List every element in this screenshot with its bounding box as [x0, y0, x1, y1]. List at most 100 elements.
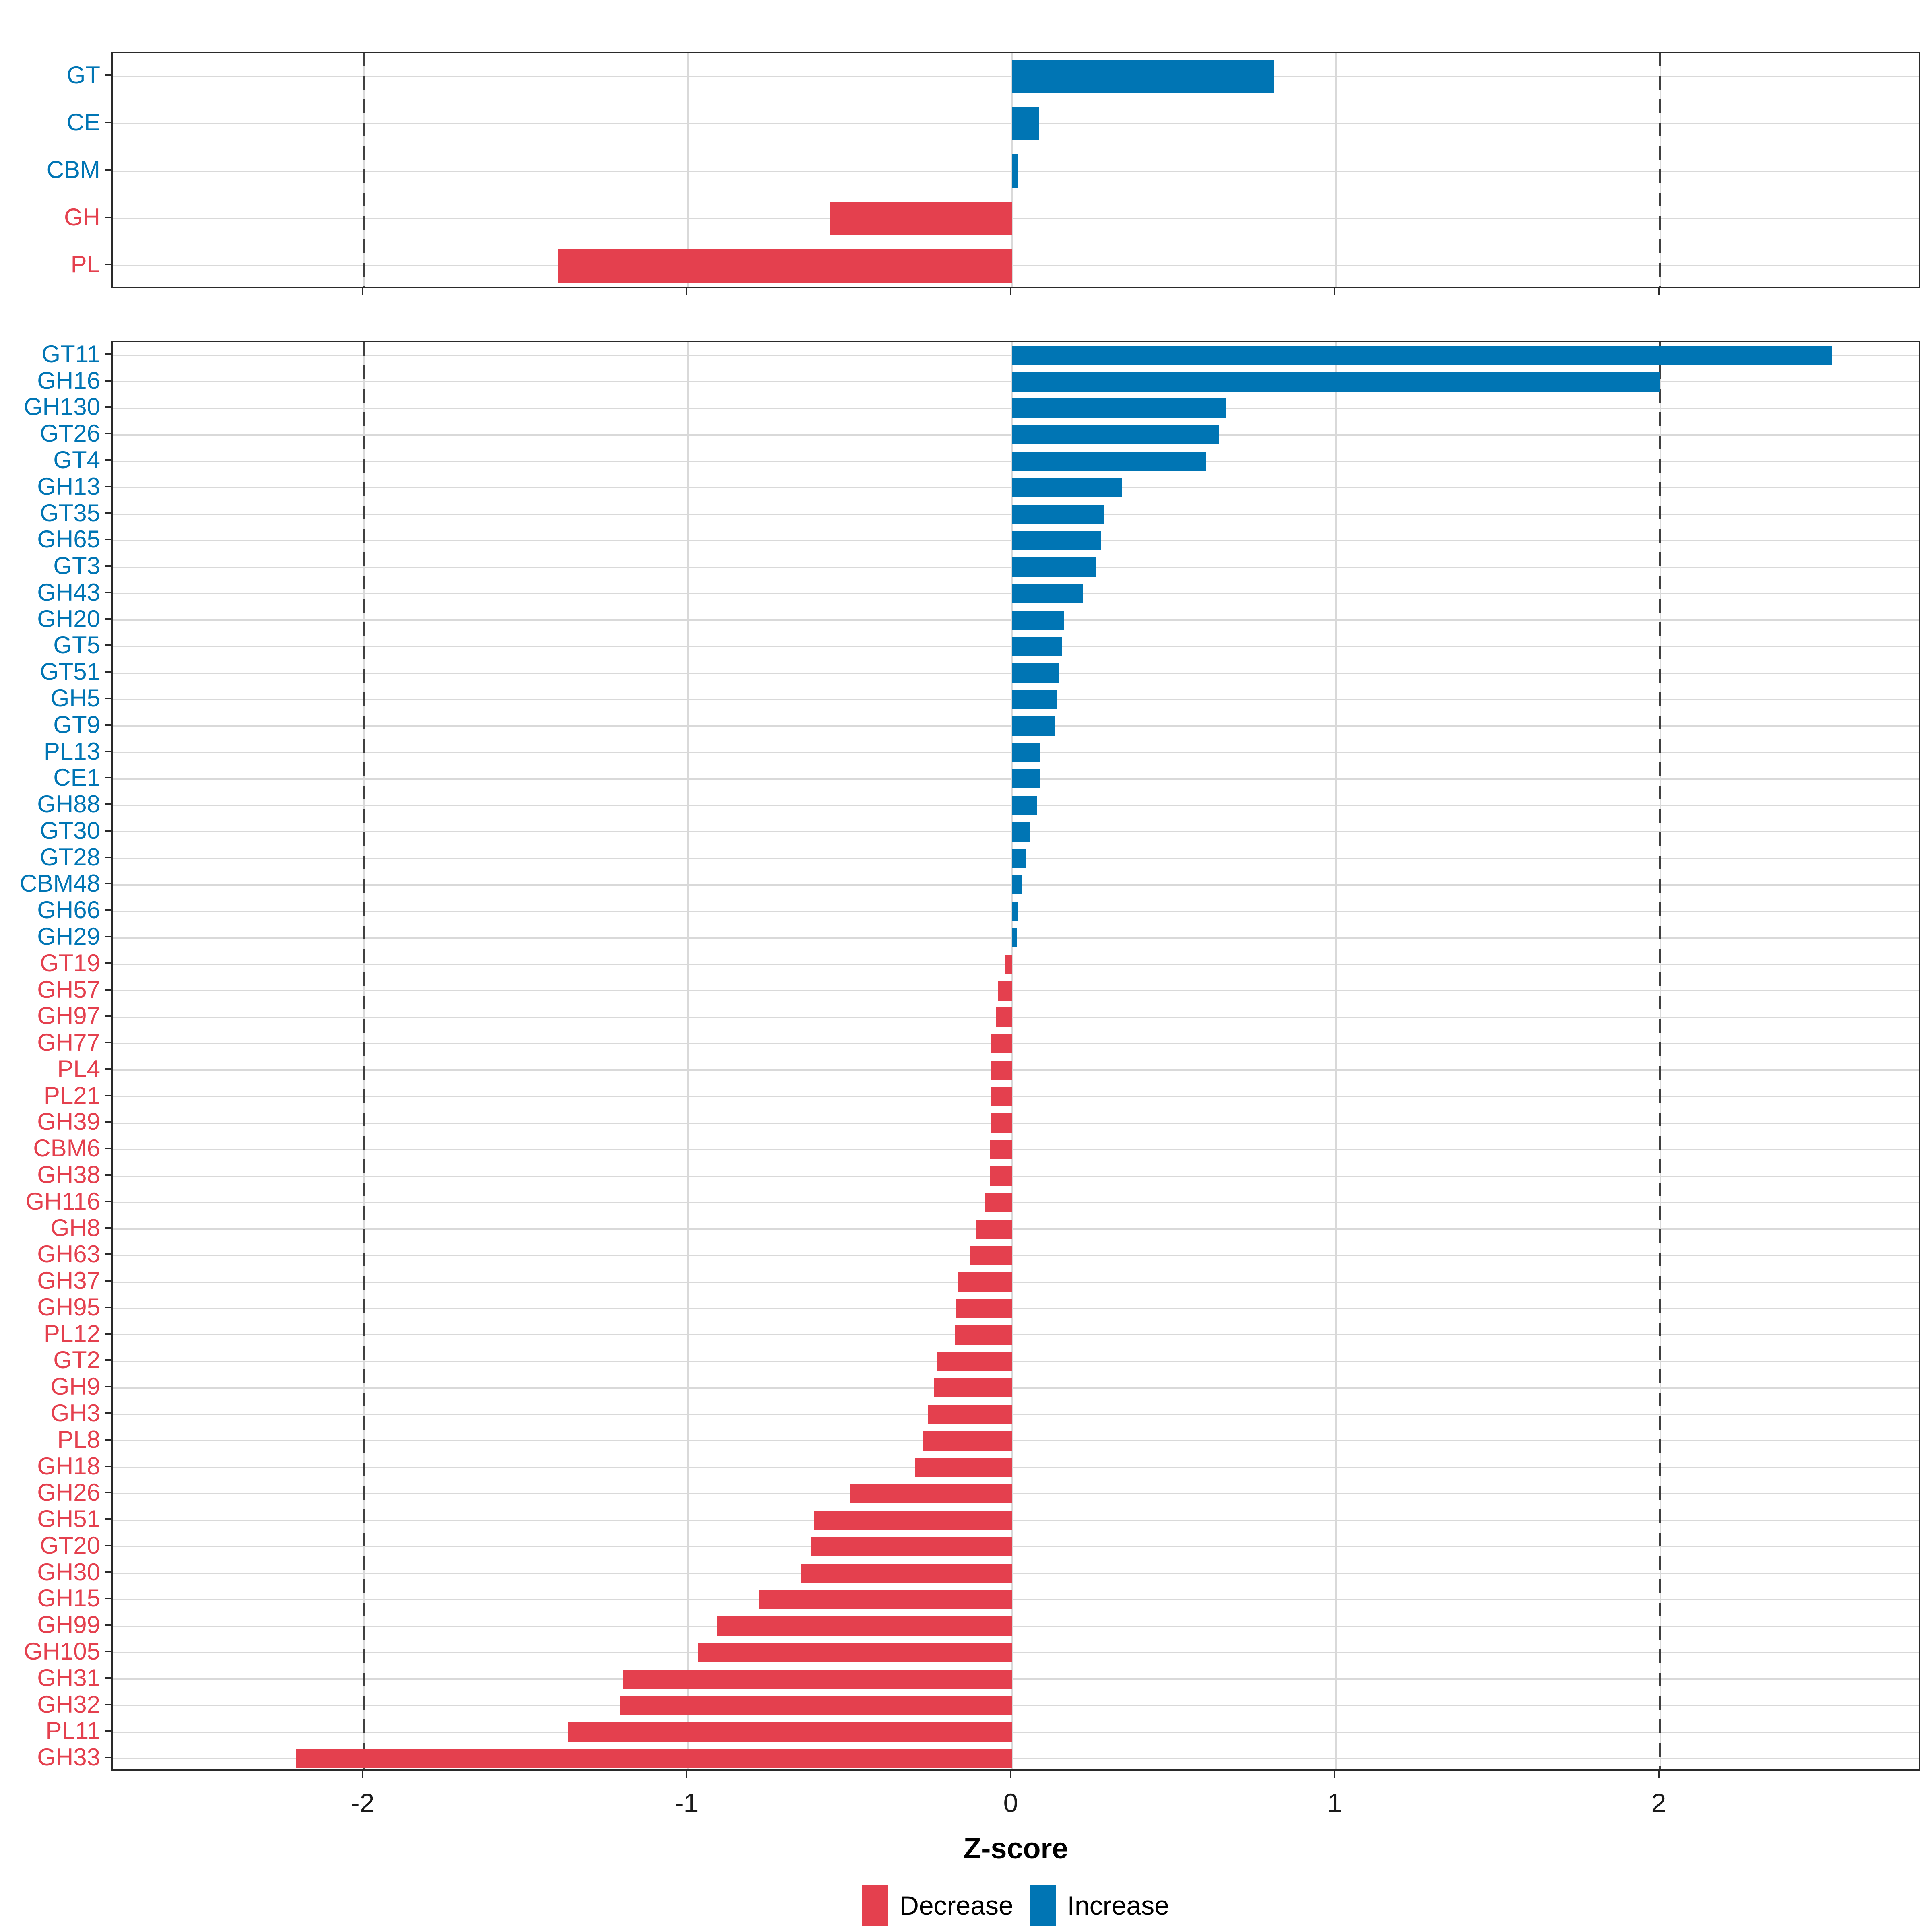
- row-label-GH8: GH8: [50, 1214, 100, 1241]
- bar-GH26: [850, 1484, 1012, 1504]
- bar-GT3: [1012, 557, 1096, 577]
- row-label-PL13: PL13: [43, 737, 100, 765]
- y-tick-GH37: [105, 1280, 111, 1282]
- row-label-CE: CE: [66, 109, 100, 136]
- bar-GH3: [927, 1405, 1012, 1424]
- y-tick-GH8: [105, 1227, 111, 1229]
- row-gridline-GH97: [113, 1016, 1919, 1018]
- bar-CE1: [1012, 769, 1040, 789]
- bar-GT: [1012, 59, 1275, 93]
- legend-label-increase: Increase: [1067, 1891, 1169, 1920]
- bar-GH51: [814, 1511, 1012, 1530]
- y-tick-GT11: [105, 353, 111, 355]
- bar-GH116: [984, 1193, 1012, 1212]
- row-label-GT30: GT30: [39, 817, 100, 844]
- x-tick--2: [362, 1771, 363, 1778]
- y-tick-GH130: [105, 406, 111, 408]
- bar-GH20: [1012, 610, 1064, 630]
- y-tick-GH116: [105, 1200, 111, 1202]
- y-tick-GH65: [105, 539, 111, 541]
- bar-GT9: [1012, 716, 1055, 736]
- row-gridline-GH39: [113, 1122, 1919, 1124]
- row-label-GH38: GH38: [37, 1161, 100, 1188]
- x-tick-label-0: 0: [1003, 1788, 1018, 1818]
- bar-PL11: [568, 1722, 1012, 1742]
- x-tick--1: [686, 288, 687, 295]
- panel-cazyme-classes: [111, 52, 1920, 288]
- bar-GH: [830, 201, 1012, 235]
- x-tick--2: [362, 288, 363, 295]
- y-tick-GH13: [105, 485, 111, 487]
- bar-GT20: [811, 1537, 1012, 1556]
- y-tick-GH38: [105, 1174, 111, 1176]
- bar-GT2: [937, 1352, 1012, 1371]
- bar-PL: [558, 249, 1012, 283]
- x-tick-label-1: 1: [1327, 1788, 1342, 1818]
- y-tick-GH33: [105, 1757, 111, 1759]
- y-tick-GH43: [105, 591, 111, 593]
- x-tick-0: [1010, 288, 1011, 295]
- row-label-GH32: GH32: [37, 1690, 100, 1718]
- legend-item-increase: Increase: [1029, 1885, 1169, 1926]
- bar-GH130: [1012, 398, 1226, 418]
- row-label-GH: GH: [64, 203, 100, 231]
- legend-item-decrease: Decrease: [862, 1885, 1013, 1926]
- bar-GH13: [1012, 478, 1122, 497]
- y-tick-CE1: [105, 777, 111, 779]
- bar-GT26: [1012, 425, 1220, 445]
- y-tick-CBM48: [105, 883, 111, 885]
- row-label-GH99: GH99: [37, 1611, 100, 1639]
- y-tick-GH26: [105, 1492, 111, 1494]
- row-label-GH130: GH130: [23, 393, 100, 421]
- bar-GH18: [914, 1457, 1012, 1477]
- row-gridline-GH63: [113, 1255, 1919, 1256]
- row-label-GH39: GH39: [37, 1108, 100, 1135]
- y-tick-GH39: [105, 1121, 111, 1123]
- x-axis-title: Z-score: [963, 1833, 1068, 1865]
- bar-GH9: [934, 1378, 1012, 1398]
- y-tick-PL12: [105, 1333, 111, 1335]
- y-tick-CBM6: [105, 1148, 111, 1150]
- bar-CBM48: [1012, 875, 1022, 895]
- row-gridline-GH57: [113, 990, 1919, 992]
- y-tick-GT26: [105, 433, 111, 435]
- row-gridline-GH32: [113, 1705, 1919, 1707]
- row-label-GT26: GT26: [39, 420, 100, 447]
- row-gridline-GH: [113, 218, 1919, 219]
- y-tick-GT5: [105, 644, 111, 646]
- row-label-GT2: GT2: [53, 1346, 100, 1374]
- row-gridline-GH8: [113, 1228, 1919, 1230]
- bar-GH33: [295, 1749, 1012, 1769]
- bar-GH57: [998, 981, 1012, 1001]
- row-gridline-GH99: [113, 1625, 1919, 1627]
- y-tick-GT28: [105, 856, 111, 858]
- y-tick-PL13: [105, 750, 111, 752]
- bar-GH65: [1012, 531, 1101, 551]
- bar-GH105: [698, 1643, 1012, 1662]
- x-tick-label--2: -2: [351, 1788, 375, 1818]
- row-gridline-PL12: [113, 1334, 1919, 1336]
- row-gridline-PL: [113, 265, 1919, 266]
- dashed-vline--2: [363, 53, 365, 287]
- row-label-GT20: GT20: [39, 1532, 100, 1559]
- y-tick-GT2: [105, 1359, 111, 1361]
- row-label-PL11: PL11: [45, 1717, 100, 1744]
- row-label-CE1: CE1: [53, 764, 100, 791]
- y-tick-GH20: [105, 618, 111, 620]
- row-label-GH13: GH13: [37, 473, 100, 500]
- bar-GH30: [801, 1563, 1012, 1583]
- row-gridline-GH105: [113, 1652, 1919, 1653]
- y-tick-GH88: [105, 803, 111, 805]
- y-tick-GH77: [105, 1042, 111, 1044]
- row-gridline-GH26: [113, 1493, 1919, 1494]
- y-tick-CE: [105, 122, 111, 124]
- bar-GH15: [759, 1590, 1012, 1610]
- row-label-GT19: GT19: [39, 949, 100, 976]
- row-label-GT: GT: [66, 61, 100, 89]
- y-tick-GT30: [105, 830, 111, 832]
- row-label-GH31: GH31: [37, 1664, 100, 1691]
- y-tick-GT: [105, 74, 111, 76]
- row-gridline-PL11: [113, 1731, 1919, 1733]
- y-tick-GH32: [105, 1703, 111, 1705]
